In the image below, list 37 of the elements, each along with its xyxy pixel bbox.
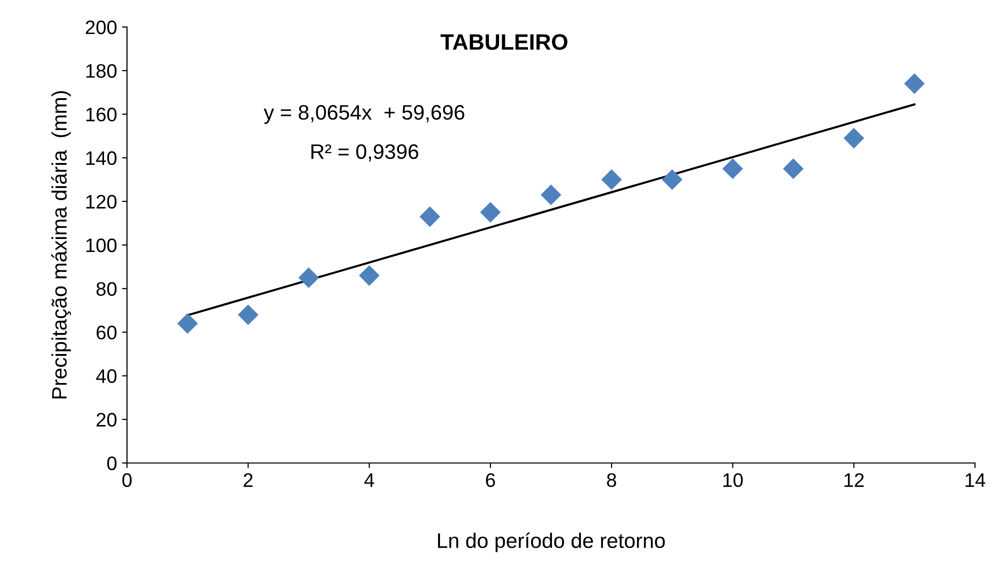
annotation: R² = 0,9396 [311,144,418,162]
x-tick-label: 14 [966,473,986,487]
point [722,158,744,179]
y-tick-label: 100 [86,238,117,252]
y-tick-label: 0 [107,456,117,470]
chart-title: TABULEIRO [440,34,568,50]
y-tick-label: 80 [96,282,117,296]
y-tick-label: 40 [96,369,117,384]
point [298,267,320,288]
y-tick-label: 140 [86,151,117,166]
y-tick-label: 60 [96,326,117,340]
point [662,169,682,190]
x-tick-label: 8 [607,473,616,488]
x-tick-label: 6 [486,473,495,488]
point [177,313,198,334]
y-tick-label: 200 [86,20,117,34]
x-tick-label: 10 [723,473,743,488]
y-tick-label: 120 [86,194,117,209]
y-axis-title: Precipitação máxima diária (mm) [51,91,71,398]
point [540,184,562,206]
point [601,169,622,190]
point [358,265,380,286]
y-tick-label: 180 [86,64,117,78]
x-tick-label: 2 [244,473,253,487]
x-tick-label: 12 [844,473,864,487]
point [480,202,501,223]
y-tick-label: 160 [86,108,117,122]
point [420,206,440,227]
y-tick-label: 20 [96,412,117,427]
annotation: y = 8,0654x + 59,696 [264,105,464,124]
x-tick-label: 0 [122,473,132,488]
point [844,128,864,148]
x-tick-label: 4 [364,473,374,487]
point [904,73,925,94]
point [782,158,804,179]
point [238,304,258,326]
x-axis-title: Ln do período de retorno [438,532,665,552]
